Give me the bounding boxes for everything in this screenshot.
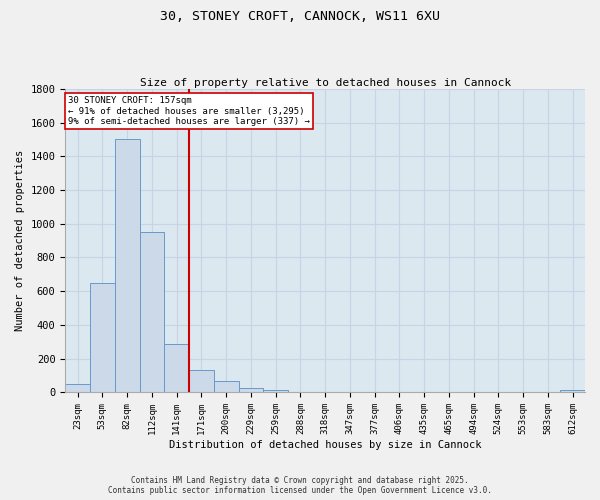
Text: 30, STONEY CROFT, CANNOCK, WS11 6XU: 30, STONEY CROFT, CANNOCK, WS11 6XU [160, 10, 440, 23]
X-axis label: Distribution of detached houses by size in Cannock: Distribution of detached houses by size … [169, 440, 481, 450]
Bar [65, 384, 90, 392]
Bar [164, 344, 189, 392]
Bar [90, 283, 115, 393]
Bar [214, 380, 239, 392]
Text: 30 STONEY CROFT: 157sqm
← 91% of detached houses are smaller (3,295)
9% of semi-: 30 STONEY CROFT: 157sqm ← 91% of detache… [68, 96, 310, 126]
Y-axis label: Number of detached properties: Number of detached properties [15, 150, 25, 331]
Bar [239, 388, 263, 392]
Bar [263, 390, 288, 392]
Bar [115, 140, 140, 392]
Text: Contains HM Land Registry data © Crown copyright and database right 2025.
Contai: Contains HM Land Registry data © Crown c… [108, 476, 492, 495]
Bar [189, 370, 214, 392]
Bar [560, 390, 585, 392]
Bar [140, 232, 164, 392]
Title: Size of property relative to detached houses in Cannock: Size of property relative to detached ho… [140, 78, 511, 88]
